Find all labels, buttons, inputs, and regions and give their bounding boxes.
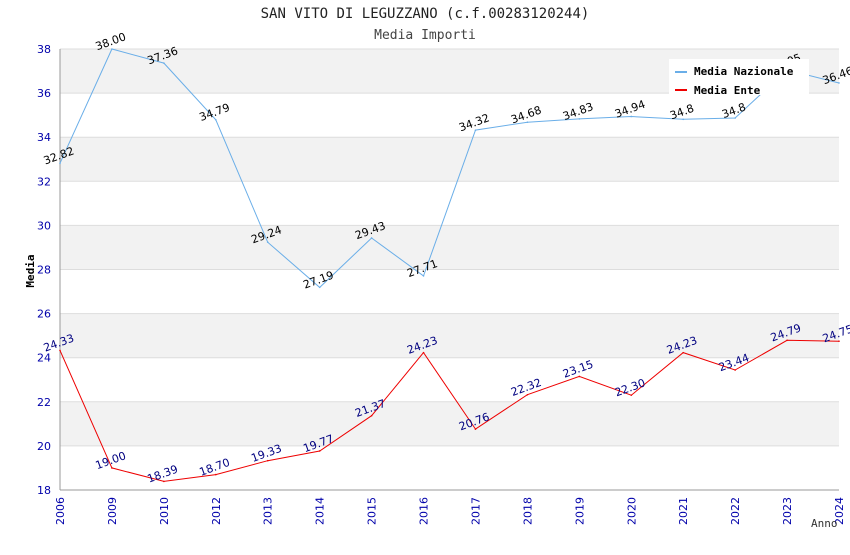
data-label: 27.19 (301, 269, 335, 292)
data-point (266, 459, 269, 462)
plot-band (60, 137, 839, 182)
chart-title: SAN VITO DI LEGUZZANO (c.f.00283120244) (261, 6, 590, 22)
data-point (734, 117, 736, 119)
y-tick-label: 28 (37, 264, 51, 277)
x-tick-label: 2015 (366, 497, 379, 525)
y-tick-label: 32 (37, 175, 51, 188)
data-point (59, 162, 61, 165)
plot-band (60, 313, 839, 358)
x-tick-label: 2012 (210, 497, 223, 525)
data-point (734, 369, 736, 371)
data-point (111, 48, 113, 50)
x-tick-label: 2024 (833, 497, 846, 525)
data-point (163, 62, 165, 64)
data-point (163, 480, 165, 483)
series-line-media-ente (59, 339, 840, 482)
data-point (266, 241, 269, 243)
data-label: 18.70 (198, 456, 232, 479)
data-point (422, 351, 425, 354)
y-tick-label: 18 (37, 484, 51, 497)
data-point (370, 237, 373, 239)
y-tick-label: 38 (37, 43, 51, 56)
y-tick-label: 34 (37, 131, 51, 144)
y-tick-label: 30 (37, 219, 51, 232)
legend-label-media-nazionale: Media Nazionale (694, 65, 794, 78)
x-tick-label: 2013 (262, 497, 275, 525)
data-point (474, 428, 477, 430)
plot-bands (60, 49, 839, 446)
gridlines (60, 48, 839, 491)
legend-label-media-ente: Media Ente (694, 84, 761, 97)
plot-band (60, 401, 839, 446)
data-point (786, 339, 788, 342)
x-tick-label: 2019 (573, 497, 586, 525)
data-point (318, 286, 321, 289)
data-point (370, 414, 373, 417)
data-point (526, 393, 529, 396)
data-label: 34.68 (509, 103, 543, 126)
series-lines (59, 48, 840, 483)
y-tick-label: 22 (37, 396, 51, 409)
plot-band (60, 225, 839, 270)
data-point (111, 467, 113, 469)
data-point (526, 121, 529, 124)
y-tick-label: 24 (37, 352, 51, 365)
data-point (630, 115, 633, 118)
x-tick-label: 2016 (418, 497, 431, 525)
y-tick-label: 36 (37, 87, 51, 100)
y-tick-label: 20 (37, 440, 51, 453)
data-point (578, 118, 581, 120)
data-label: 22.30 (613, 376, 647, 399)
x-tick-label: 2018 (521, 497, 534, 525)
x-tick-label: 2006 (54, 497, 67, 525)
legend: Media Nazionale Media Ente (669, 59, 809, 97)
data-point (422, 275, 425, 277)
legend-box (669, 59, 809, 95)
data-point (318, 450, 321, 452)
x-tick-label: 2022 (729, 497, 742, 525)
y-axis-label: Media (24, 254, 37, 287)
data-point (215, 118, 217, 121)
data-point (59, 349, 61, 352)
data-label: 18.39 (146, 463, 180, 486)
x-tick-label: 2023 (781, 497, 794, 525)
data-point (630, 394, 633, 396)
data-label: 34.83 (561, 100, 595, 123)
data-point (578, 375, 581, 378)
y-tick-label: 26 (37, 308, 51, 321)
axes (59, 49, 839, 491)
data-point (838, 340, 840, 342)
data-label: 19.00 (94, 449, 128, 472)
chart-subtitle: Media Importi (374, 28, 476, 43)
data-point (682, 118, 684, 121)
data-point (838, 82, 840, 84)
data-label: 34.32 (457, 111, 491, 134)
x-tick-label: 2020 (625, 497, 638, 525)
data-point (215, 473, 217, 476)
data-point (474, 129, 477, 131)
x-tick-label: 2010 (158, 497, 171, 525)
data-label: 34.79 (198, 101, 232, 124)
x-tick-label: 2009 (106, 497, 119, 525)
x-tick-label: 2017 (469, 497, 482, 525)
x-tick-label: 2014 (314, 497, 327, 525)
x-axis-label: Anno (811, 517, 838, 530)
x-tick-label: 2021 (677, 497, 690, 525)
series-line-media-nazionale (59, 48, 840, 289)
data-point (682, 351, 684, 354)
